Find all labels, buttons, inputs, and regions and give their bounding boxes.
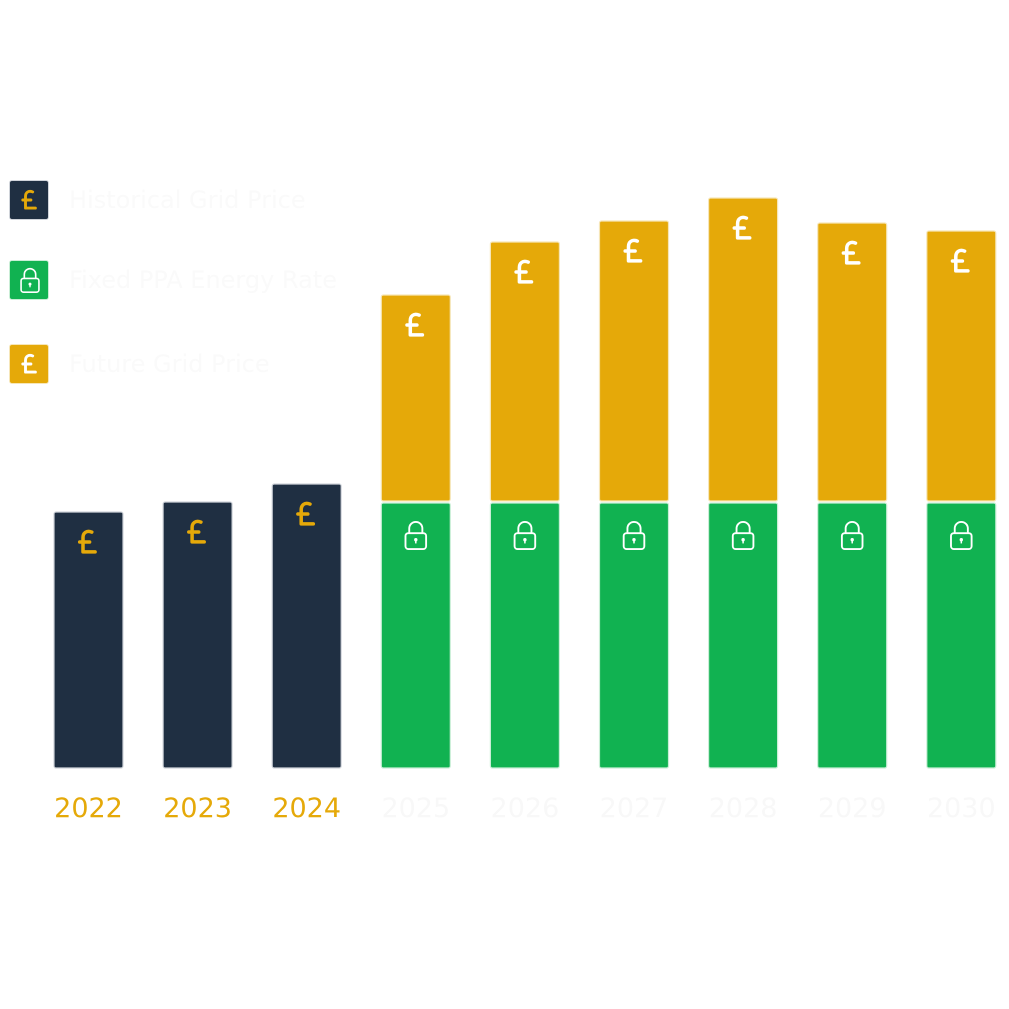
bar-future-grid-price-2028: [707, 197, 779, 502]
bar-fixed-ppa-energy-rate-2027: [598, 502, 670, 769]
pound-icon: [296, 501, 316, 526]
bar-historical-grid-price-2022: [53, 511, 124, 769]
bar-future-grid-price-2026: [489, 241, 560, 502]
pound-icon: [405, 312, 425, 337]
pound-icon: [732, 215, 752, 240]
legend-label: Fixed PPA Energy Rate: [69, 266, 337, 294]
lock-icon: [20, 267, 40, 293]
x-tick-label: 2027: [600, 793, 669, 824]
lock-icon: [950, 520, 973, 550]
pound-icon: [21, 353, 37, 374]
lock-icon: [840, 520, 864, 550]
lock-icon: [622, 520, 646, 550]
x-tick-label: 2022: [54, 793, 123, 824]
pound-icon: [21, 189, 37, 210]
x-tick-label: 2026: [491, 793, 560, 824]
x-tick-label: 2028: [709, 793, 778, 824]
x-tick-label: 2023: [163, 793, 232, 824]
legend-label: Historical Grid Price: [69, 186, 306, 214]
legend-swatch: [9, 260, 49, 300]
x-tick-label: 2030: [927, 793, 996, 824]
pound-icon: [841, 240, 861, 265]
bar-historical-grid-price-2024: [271, 483, 342, 769]
pound-icon: [950, 248, 970, 273]
x-tick-label: 2029: [818, 793, 887, 824]
pound-icon: [77, 529, 97, 554]
pound-icon: [187, 519, 206, 544]
legend-label: Future Grid Price: [69, 350, 270, 378]
bar-fixed-ppa-energy-rate-2026: [489, 502, 560, 769]
x-axis-ticks: 2022 2023 2024 2025 2026 2027 2028 2029 2030: [54, 793, 996, 824]
bar-fixed-ppa-energy-rate-2025: [380, 502, 451, 769]
bars-group: [53, 197, 997, 769]
bar-fixed-ppa-energy-rate-2030: [926, 502, 997, 769]
legend-item: Future Grid Price: [9, 343, 270, 385]
legend-swatch: [9, 344, 49, 384]
x-tick-label: 2025: [381, 793, 450, 824]
legend-item: Historical Grid Price: [9, 179, 306, 221]
bar-fixed-ppa-energy-rate-2028: [707, 502, 779, 769]
pound-icon: [623, 238, 643, 263]
bar-fixed-ppa-energy-rate-2029: [817, 502, 888, 769]
bar-future-grid-price-2027: [598, 220, 670, 502]
x-tick-label: 2024: [272, 793, 341, 824]
bar-historical-grid-price-2023: [162, 501, 233, 769]
lock-icon: [731, 520, 755, 550]
bar-future-grid-price-2029: [817, 222, 888, 502]
pound-icon: [514, 259, 534, 284]
bar-future-grid-price-2025: [380, 294, 451, 502]
bar-future-grid-price-2030: [926, 230, 997, 502]
legend-swatch: [9, 180, 49, 220]
legend-item: Fixed PPA Energy Rate: [9, 259, 337, 301]
lock-icon: [513, 520, 537, 550]
lock-icon: [404, 520, 428, 550]
